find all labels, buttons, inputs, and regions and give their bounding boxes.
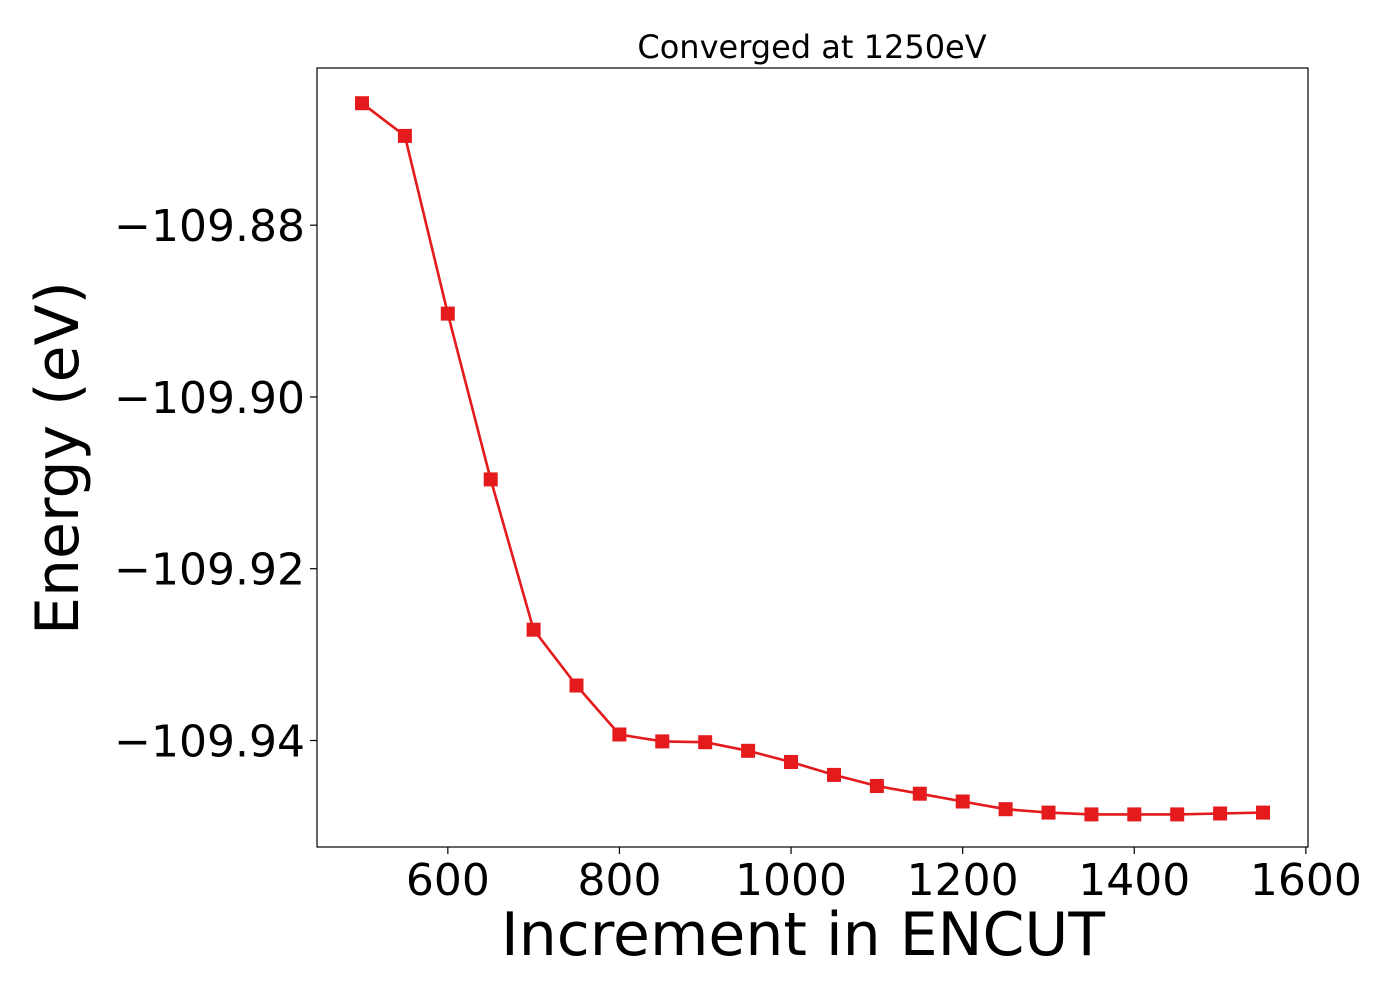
data-point bbox=[784, 755, 798, 769]
x-tick-label: 1000 bbox=[735, 855, 847, 906]
x-axis-label: Increment in ENCUT bbox=[501, 900, 1105, 970]
x-tick-label: 800 bbox=[577, 855, 661, 906]
series-layer bbox=[355, 96, 1270, 822]
x-tick-label: 1600 bbox=[1250, 855, 1362, 906]
data-point bbox=[440, 306, 455, 321]
x-tick-label: 600 bbox=[406, 855, 490, 906]
data-point bbox=[698, 735, 713, 750]
data-point bbox=[998, 802, 1013, 817]
x-tick-label: 1400 bbox=[1078, 855, 1190, 906]
data-point bbox=[397, 128, 412, 143]
data-point bbox=[1170, 807, 1185, 822]
series-line bbox=[361, 102, 1264, 816]
data-point bbox=[355, 96, 369, 111]
y-tick-label: −109.92 bbox=[114, 545, 305, 596]
data-point bbox=[955, 794, 970, 809]
y-axis: −109.88 −109.90 −109.92 −109.94 bbox=[114, 201, 317, 767]
data-point bbox=[655, 734, 670, 749]
y-tick-label: −109.88 bbox=[114, 201, 305, 252]
x-axis: 600 800 1000 1200 1400 1600 bbox=[406, 847, 1362, 906]
data-point bbox=[741, 743, 756, 758]
data-point bbox=[827, 767, 841, 782]
plot-area bbox=[316, 67, 1309, 848]
data-point bbox=[1256, 805, 1270, 820]
data-point bbox=[526, 622, 541, 637]
data-point bbox=[483, 472, 498, 487]
data-point bbox=[869, 779, 884, 793]
data-point bbox=[1127, 807, 1142, 822]
data-point bbox=[612, 727, 627, 742]
y-tick-label: −109.90 bbox=[114, 373, 305, 424]
y-tick-label: −109.94 bbox=[114, 716, 305, 767]
data-point bbox=[1084, 807, 1099, 822]
y-axis-label: Energy (eV) bbox=[23, 281, 93, 635]
data-point bbox=[912, 786, 927, 801]
chart-title: Converged at 1250eV bbox=[637, 28, 986, 66]
x-tick-label: 1200 bbox=[907, 855, 1019, 906]
data-point bbox=[569, 678, 584, 693]
data-point bbox=[1213, 806, 1228, 821]
data-point bbox=[1041, 805, 1056, 820]
